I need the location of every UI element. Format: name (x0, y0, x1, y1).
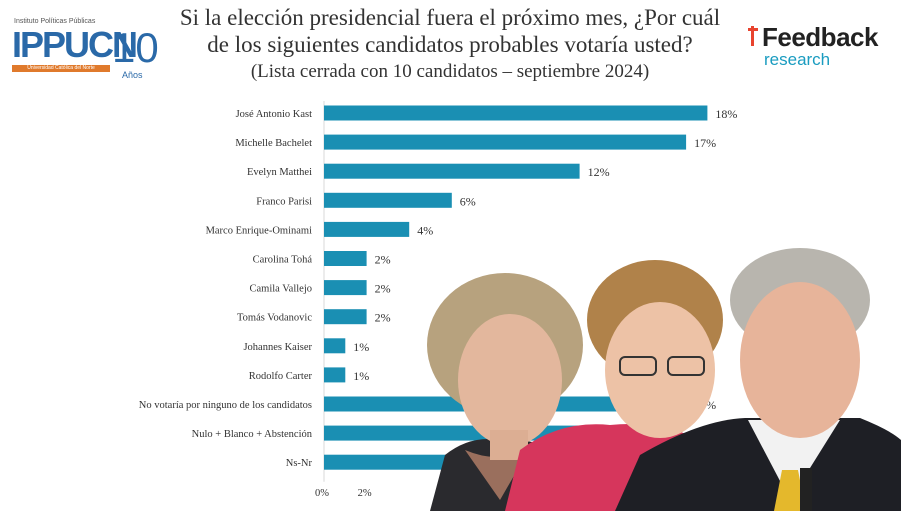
data-label: 2% (375, 282, 391, 296)
chart-title-line-2: de los siguientes candidatos probables v… (207, 32, 693, 57)
scarf-shape (465, 448, 530, 500)
chart-title-block: Si la elección presidencial fuera el pró… (160, 4, 740, 85)
bar (324, 309, 367, 325)
glasses-left-icon (619, 356, 657, 376)
category-label: Johannes Kaiser (243, 342, 312, 353)
category-label: Nulo + Blanco + Abstención (192, 429, 313, 440)
category-label: Tomás Vodanovic (237, 313, 312, 324)
logo-years-label: Años (122, 70, 143, 80)
x-tick-label: 0% (315, 488, 329, 499)
chart-subtitle: (Lista cerrada con 10 candidatos – septi… (250, 61, 650, 82)
category-label: Marco Enrique-Ominami (206, 225, 313, 236)
data-label: 2% (375, 253, 391, 267)
suit-shape (615, 418, 901, 511)
category-label: No votaría por ninguno de los candidatos (139, 400, 312, 411)
category-label: Michelle Bachelet (235, 138, 312, 149)
category-label: Ns-Nr (286, 458, 313, 469)
logo-feedback-text: Feedback (762, 22, 878, 52)
bar (324, 221, 410, 237)
feedback-research-logo: Feedback research (748, 22, 898, 72)
bar (324, 105, 708, 121)
bar (324, 251, 367, 266)
logo-anniversary-number: 10 (112, 24, 159, 71)
face-shape (740, 282, 860, 438)
data-label: 4% (417, 223, 433, 237)
chart-title-line-1: Si la elección presidencial fuera el pró… (179, 5, 721, 30)
bar (324, 338, 346, 354)
x-tick-label: 2% (358, 488, 372, 499)
data-label: 1% (353, 340, 369, 354)
logo-research-text: research (764, 50, 831, 69)
data-label: 12% (588, 165, 610, 179)
category-label: Franco Parisi (256, 196, 312, 207)
portrait-woman-short-hair (427, 273, 590, 511)
logo-ippucn-text: IPPUCN (12, 24, 138, 65)
portrait-man-speaking (615, 248, 901, 511)
bar (324, 367, 346, 383)
microphone-icon (800, 468, 812, 511)
category-label: Evelyn Matthei (247, 167, 312, 178)
bar (324, 280, 367, 296)
ippucn-logo: Instituto Políticas Públicas IPPUCN 10 U… (12, 18, 162, 80)
bar (324, 134, 687, 150)
category-label: Camila Vallejo (249, 284, 312, 295)
bar (324, 163, 580, 179)
data-label: 1% (353, 369, 369, 383)
shirt-shape (748, 420, 840, 500)
bar (324, 192, 452, 208)
logo-institute-label: Instituto Políticas Públicas (14, 18, 96, 25)
logo-university-label: Universidad Católica del Norte (12, 65, 110, 72)
glasses-right-icon (667, 356, 705, 376)
category-label: José Antonio Kast (236, 109, 313, 120)
data-label: 2% (375, 311, 391, 325)
data-label: 6% (460, 194, 476, 208)
face-shape (605, 302, 715, 438)
category-label: Rodolfo Carter (249, 371, 313, 382)
face-shape (458, 314, 562, 446)
data-label: 18% (715, 107, 737, 121)
feedback-mark-icon (748, 26, 758, 46)
tie-shape (774, 470, 806, 511)
category-label: Carolina Tohá (253, 255, 313, 266)
data-label: 17% (694, 136, 716, 150)
